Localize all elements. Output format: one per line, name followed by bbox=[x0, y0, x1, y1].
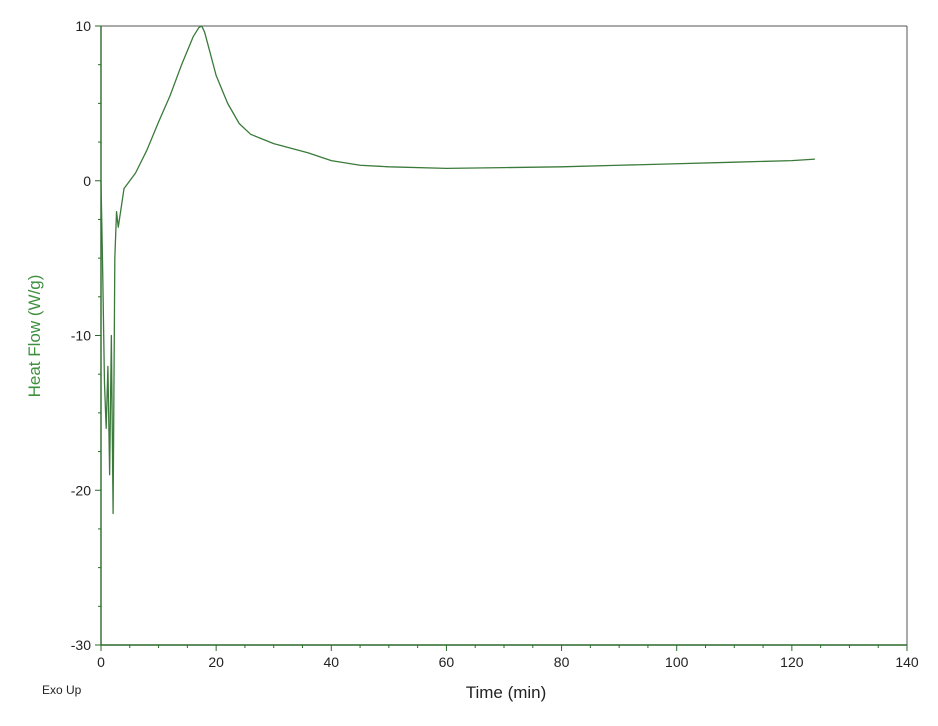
series-layer bbox=[100, 25, 815, 515]
y-tick-label: -10 bbox=[71, 328, 91, 344]
x-tick-label: 120 bbox=[780, 654, 804, 670]
y-tick-label: 10 bbox=[75, 18, 91, 34]
x-tick-label: 100 bbox=[665, 654, 689, 670]
heat-flow-series-line bbox=[100, 25, 815, 515]
axis-tick-labels: 0 20 40 60 80 100 120 140 -30 -20 -10 0 10 bbox=[71, 18, 919, 670]
exo-up-annotation: Exo Up bbox=[42, 683, 82, 697]
y-tick-label: 0 bbox=[83, 173, 91, 189]
y-tick-label: -30 bbox=[71, 637, 91, 653]
x-tick-label: 60 bbox=[439, 654, 455, 670]
x-axis-label: Time (min) bbox=[466, 683, 547, 702]
x-tick-label: 0 bbox=[97, 654, 105, 670]
x-tick-label: 80 bbox=[554, 654, 570, 670]
axis-ticks bbox=[95, 25, 908, 651]
x-tick-label: 40 bbox=[323, 654, 339, 670]
y-tick-label: -20 bbox=[71, 482, 91, 498]
x-tick-label: 20 bbox=[208, 654, 224, 670]
x-tick-label: 140 bbox=[895, 654, 919, 670]
y-axis-label: Heat Flow (W/g) bbox=[25, 275, 44, 398]
